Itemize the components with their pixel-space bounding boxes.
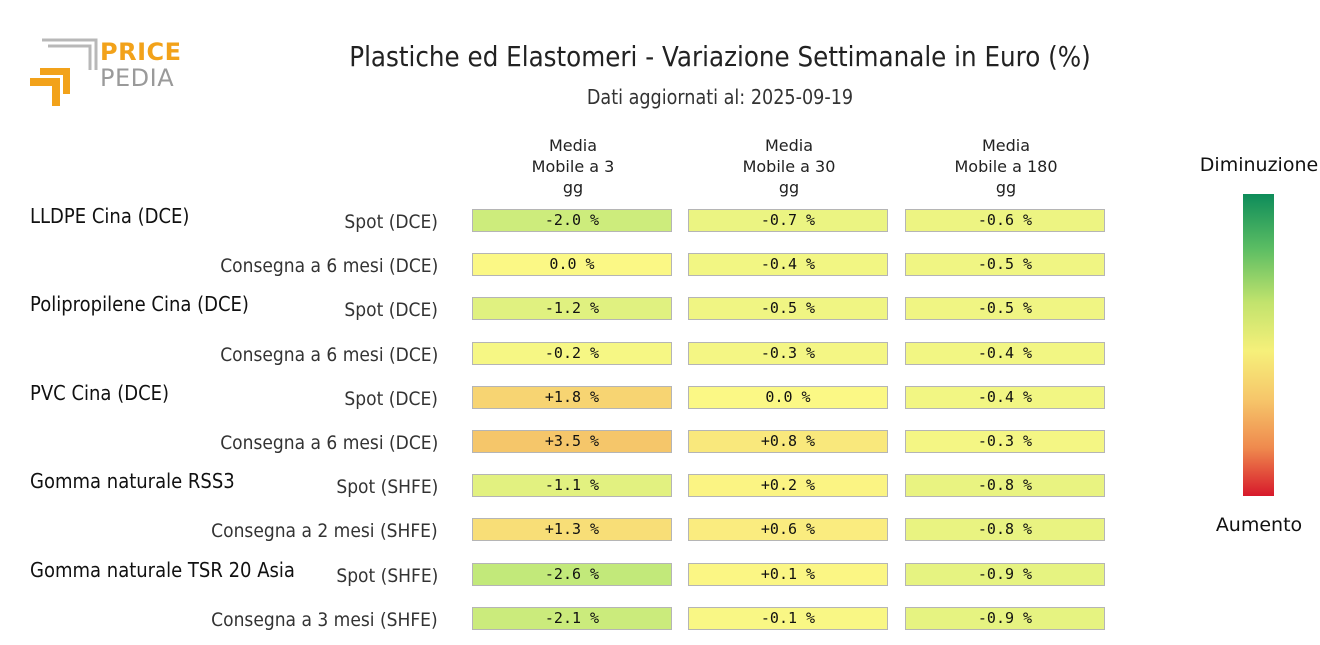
heatmap-cell: -2.0 % — [472, 209, 672, 232]
heatmap-cell: -0.9 % — [905, 562, 1105, 586]
row-label: Spot (DCE) — [344, 299, 438, 322]
heatmap-cell: -0.3 % — [688, 341, 888, 365]
heatmap-cell: -0.8 % — [905, 474, 1105, 498]
row-label: Consegna a 3 mesi (SHFE) — [211, 608, 438, 631]
heatmap-cell: 0.0 % — [688, 385, 888, 409]
column-header-line: Mobile a 3 — [531, 157, 615, 176]
heatmap-cell: +0.2 % — [688, 474, 888, 498]
column-header-line: Media — [764, 136, 814, 155]
column-header-3: Media Mobile a 180 gg — [905, 135, 1107, 198]
chart-subtitle: Dati aggiornati al: 2025-09-19 — [586, 85, 854, 109]
group-label: LLDPE Cina (DCE) — [30, 204, 190, 228]
legend-bottom-label: Aumento — [1215, 514, 1303, 536]
row-label: Spot (DCE) — [344, 211, 438, 233]
logo-mark-icon — [30, 38, 98, 106]
group-label: Polipropilene Cina (DCE) — [30, 292, 249, 317]
group-label: Gomma naturale RSS3 — [30, 469, 235, 494]
heatmap-cell: -0.4 % — [688, 253, 888, 277]
heatmap-cell: -2.1 % — [472, 606, 672, 630]
heatmap-cell: -0.3 % — [905, 430, 1105, 453]
heatmap-cell: +0.1 % — [688, 562, 888, 586]
row-label: Consegna a 6 mesi (DCE) — [219, 343, 438, 366]
row-label: Spot (SHFE) — [335, 564, 438, 587]
column-header-line: Media — [548, 136, 598, 155]
row-label: Consegna a 6 mesi (DCE) — [219, 432, 438, 454]
column-header-line: Mobile a 180 — [954, 157, 1058, 176]
legend-color-bar — [1243, 194, 1274, 496]
heatmap-cell: -0.6 % — [905, 209, 1105, 232]
heatmap-cell: -0.4 % — [905, 341, 1105, 365]
heatmap-cell: 0.0 % — [472, 253, 672, 277]
heatmap-cell: -0.8 % — [905, 518, 1105, 542]
heatmap-cell: -0.1 % — [688, 606, 888, 630]
row-label: Consegna a 2 mesi (SHFE) — [211, 520, 438, 543]
chart-title: Plastiche ed Elastomeri - Variazione Set… — [349, 40, 1091, 73]
heatmap-cell: -0.4 % — [905, 385, 1105, 409]
heatmap-cell: +1.3 % — [472, 518, 672, 542]
group-label: Gomma naturale TSR 20 Asia — [30, 557, 295, 582]
heatmap-cell: -0.9 % — [905, 606, 1105, 630]
column-header-line: gg — [562, 178, 584, 197]
row-label: Spot (DCE) — [344, 387, 438, 410]
column-header-line: gg — [778, 178, 800, 197]
heatmap-cell: -1.2 % — [472, 297, 672, 321]
row-label: Consegna a 6 mesi (DCE) — [219, 255, 438, 278]
logo-text-pedia: PEDIA — [100, 64, 175, 92]
heatmap-cell: -1.1 % — [472, 474, 672, 498]
column-header-line: gg — [995, 178, 1017, 197]
heatmap-cell: -0.5 % — [905, 253, 1105, 277]
column-header-1: Media Mobile a 3 gg — [472, 135, 674, 198]
column-header-line: Mobile a 30 — [742, 157, 836, 176]
heatmap-cell: -0.5 % — [688, 297, 888, 321]
heatmap-cell: -0.5 % — [905, 297, 1105, 321]
heatmap-cell: +0.6 % — [688, 518, 888, 542]
heatmap-cell: -0.7 % — [688, 209, 888, 232]
pricepedia-logo: PRICE PEDIA — [28, 36, 188, 112]
column-header-line: Media — [981, 136, 1031, 155]
heatmap-cell: +0.8 % — [688, 430, 888, 453]
legend-top-label: Diminuzione — [1199, 154, 1319, 176]
heatmap-cell: +3.5 % — [472, 430, 672, 453]
heatmap-cell: -2.6 % — [472, 562, 672, 586]
logo-text-price: PRICE — [100, 38, 182, 66]
column-header-2: Media Mobile a 30 gg — [688, 135, 890, 198]
heatmap-cell: -0.2 % — [472, 341, 672, 365]
group-label: PVC Cina (DCE) — [30, 380, 170, 405]
heatmap-cell: +1.8 % — [472, 385, 672, 409]
row-label: Spot (SHFE) — [335, 476, 438, 499]
